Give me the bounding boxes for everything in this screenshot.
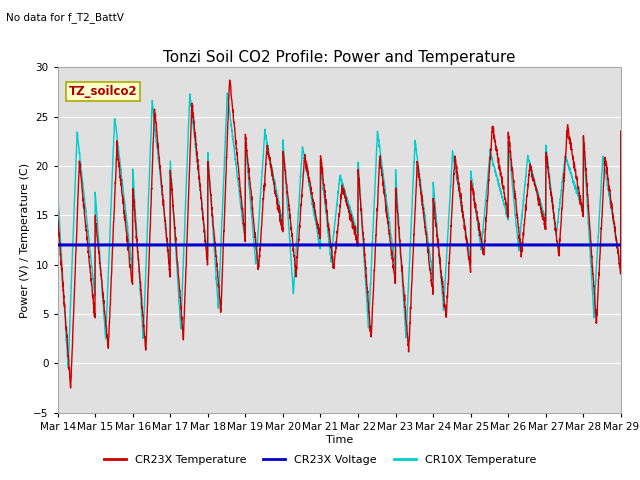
Text: TZ_soilco2: TZ_soilco2 <box>69 85 138 98</box>
Y-axis label: Power (V) / Temperature (C): Power (V) / Temperature (C) <box>20 162 31 318</box>
Text: No data for f_T2_BattV: No data for f_T2_BattV <box>6 12 124 23</box>
X-axis label: Time: Time <box>326 434 353 444</box>
Legend: CR23X Temperature, CR23X Voltage, CR10X Temperature: CR23X Temperature, CR23X Voltage, CR10X … <box>99 451 541 469</box>
Title: Tonzi Soil CO2 Profile: Power and Temperature: Tonzi Soil CO2 Profile: Power and Temper… <box>163 49 515 65</box>
